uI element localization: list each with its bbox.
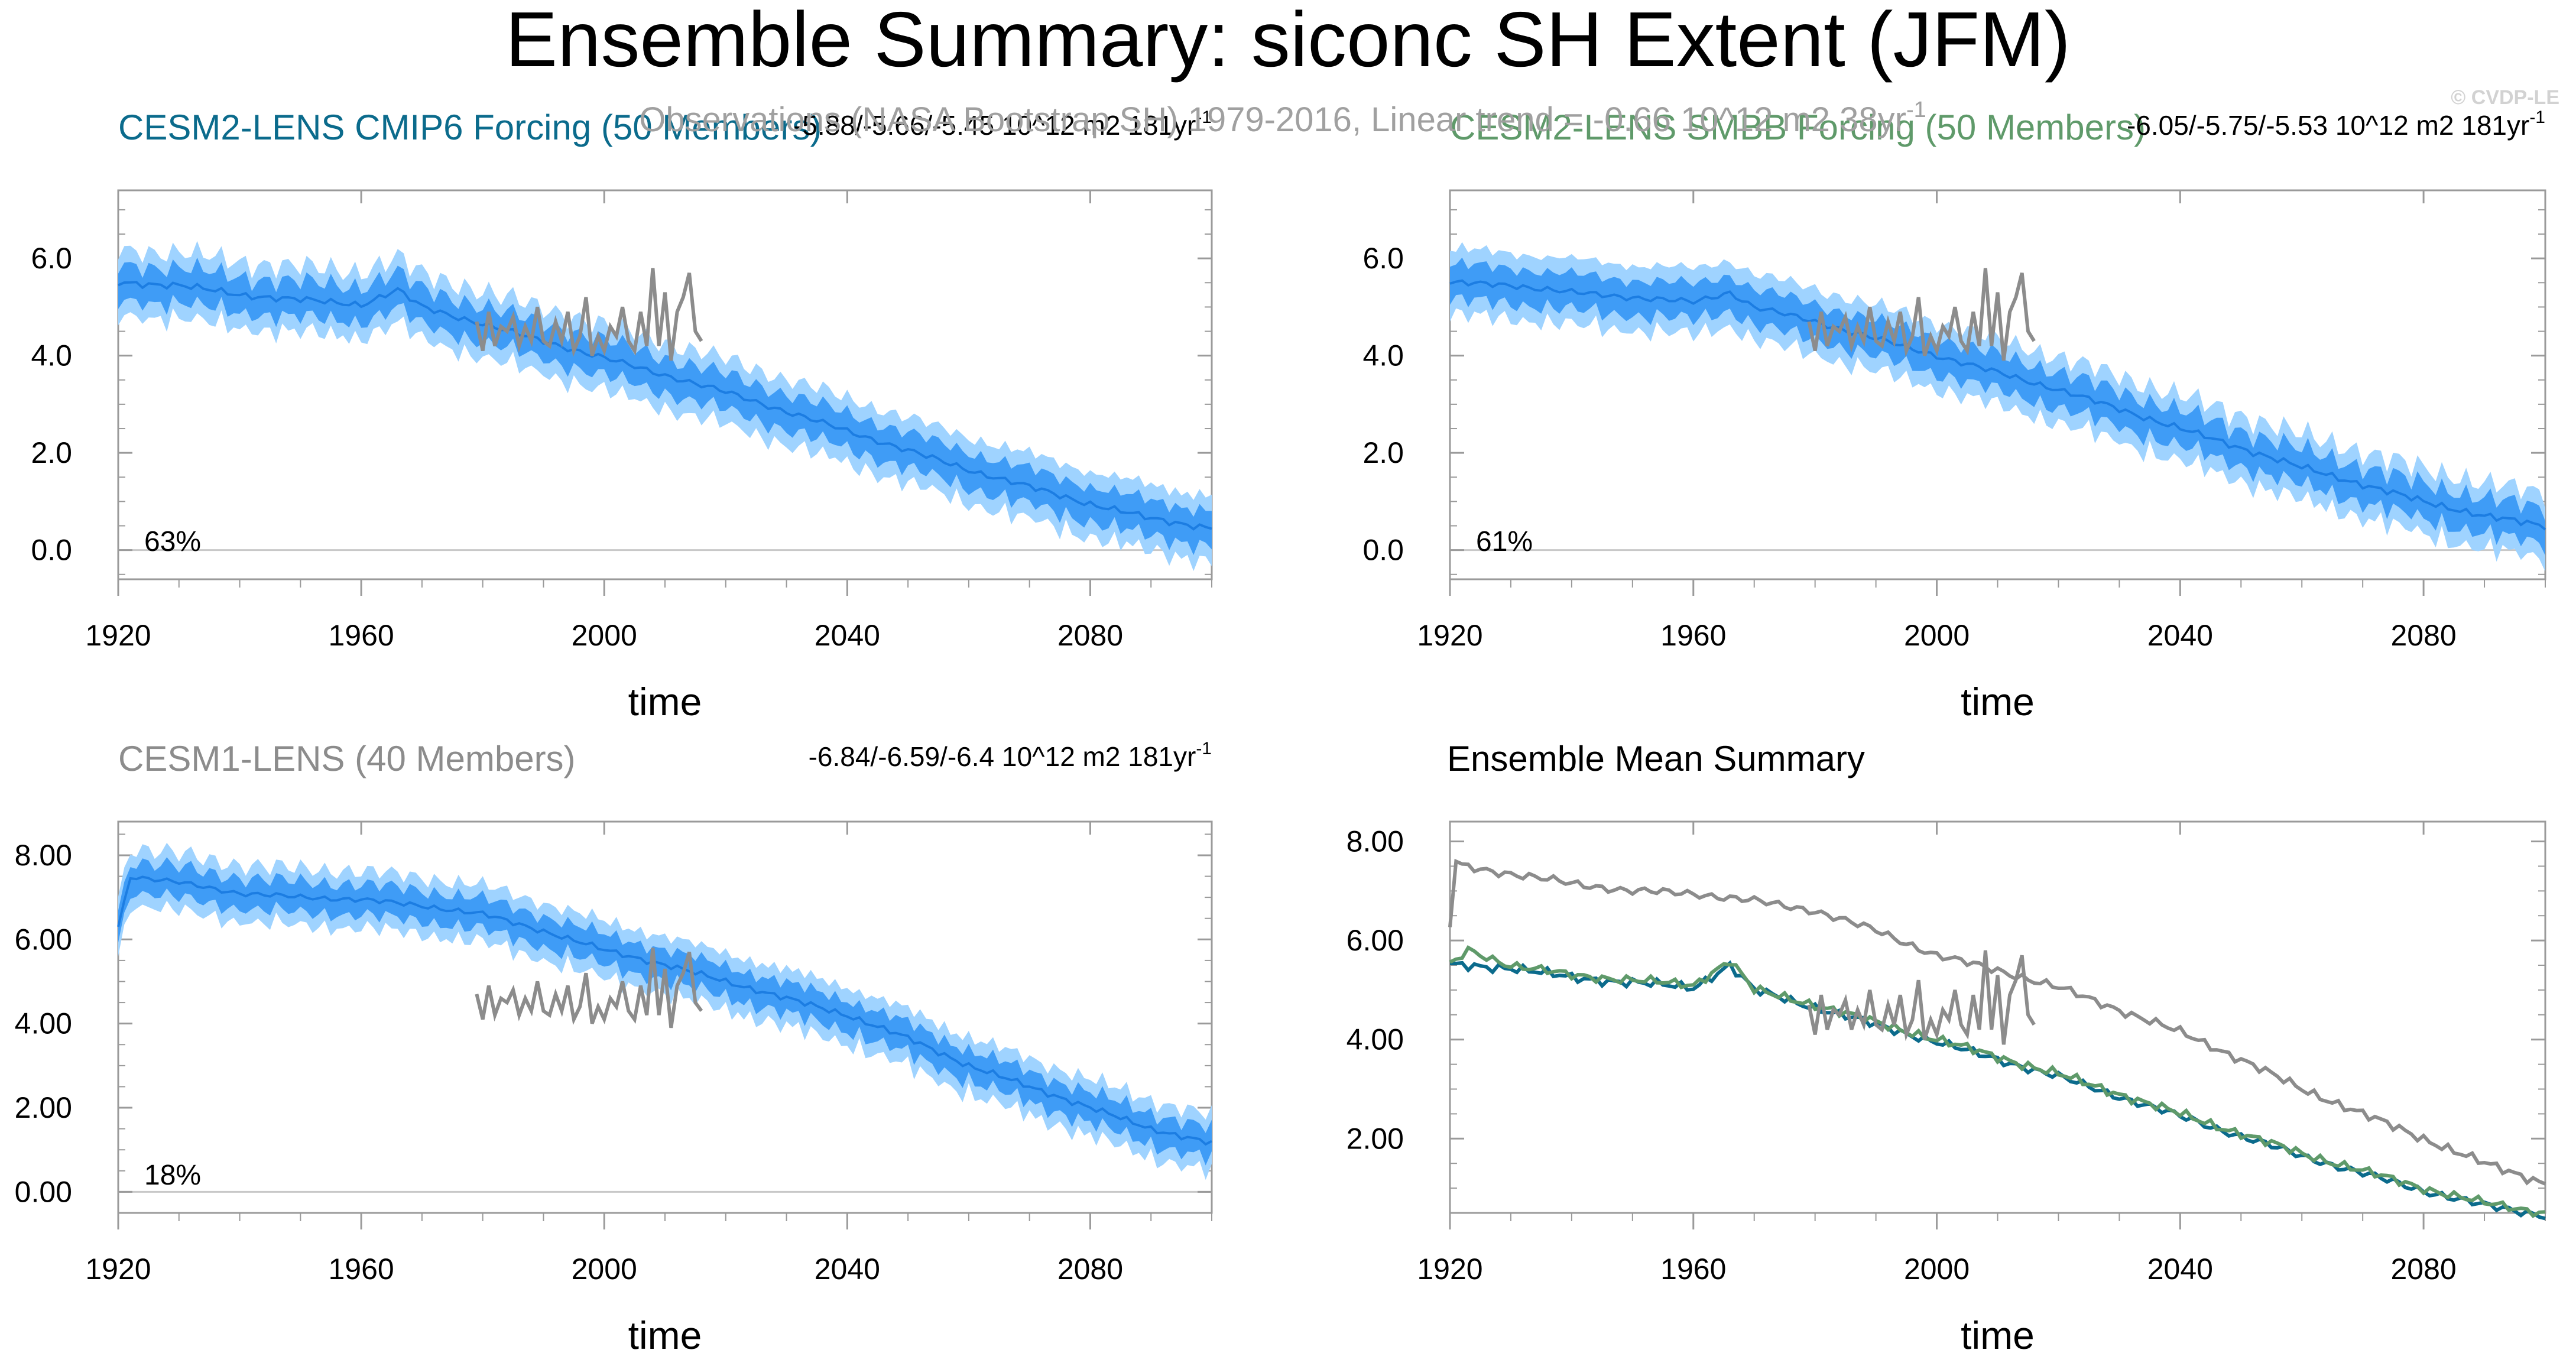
series-line-observations — [1807, 950, 2036, 1045]
panel-title: CESM2-LENS SMBB Forcing (50 Members) — [1450, 108, 2146, 147]
percent-label: 18% — [144, 1160, 201, 1191]
x-tick-label: 2040 — [815, 1253, 880, 1286]
x-axis-label: time — [1961, 680, 2035, 723]
y-tick-label: 6.00 — [15, 923, 72, 956]
x-tick-label: 2080 — [1057, 619, 1123, 652]
ensemble-outer-band — [1450, 242, 2545, 572]
panel-smbb: 0.0 2.0 4.0 6.0 1920 1960 2000 2040 2080 time CESM… — [1362, 108, 2546, 723]
ensemble-inner-band — [118, 857, 1212, 1166]
x-tick-label: 2000 — [572, 1253, 637, 1286]
trend-value: -6.05/-5.75/-5.53 10^12 m2 181yr — [2127, 110, 2529, 141]
x-tick-label: 1960 — [328, 1253, 394, 1286]
trend-label: -5.88/-5.66/-5.45 10^12 m2 181yr-1 — [793, 108, 1212, 141]
x-tick-label: 1920 — [1417, 619, 1482, 652]
ensemble-mean-line — [117, 875, 1212, 1146]
percent-label: 61% — [1476, 526, 1533, 557]
panel-summary: 2.00 4.00 6.00 8.00 1920 1960 2000 2040 2080 time… — [1347, 739, 2546, 1357]
y-tick-label: 8.00 — [1347, 825, 1404, 858]
observations-label: Observations (NASA Bootstrap SH) 1979-20… — [639, 98, 1926, 139]
panel-title: Ensemble Mean Summary — [1447, 739, 1865, 778]
x-tick-label: 1920 — [1417, 1253, 1482, 1286]
ensemble-mean-line — [1449, 279, 2546, 531]
ensemble-mean-line — [118, 281, 1212, 531]
panel-cmip6: 0.0 2.0 4.0 6.0 1920 1960 2000 2040 2080 time CESM… — [31, 108, 1213, 723]
x-axis-label: time — [628, 1313, 702, 1357]
x-tick-label: 2040 — [815, 619, 880, 652]
x-axis-label: time — [628, 680, 702, 723]
trend-exponent: -1 — [1196, 108, 1212, 127]
y-tick-label: 2.00 — [15, 1091, 72, 1124]
x-tick-label: 2000 — [1904, 1253, 1970, 1286]
y-tick-label: 0.0 — [31, 534, 72, 567]
trend-value: -6.84/-6.59/-6.4 10^12 m2 181yr — [809, 741, 1196, 772]
series-line-cesm2-lens-smbb-forcing — [1449, 945, 2546, 1218]
x-axis-label: time — [1961, 1313, 2035, 1357]
trend-label: -6.05/-5.75/-5.53 10^12 m2 181yr-1 — [2127, 108, 2545, 141]
observations-line — [475, 948, 703, 1028]
ensemble-inner-band — [1450, 257, 2545, 556]
x-tick-label: 1960 — [328, 619, 394, 652]
x-tick-label: 2080 — [2390, 1253, 2456, 1286]
x-tick-label: 1920 — [85, 619, 151, 652]
series-line-cesm1-lens — [1448, 858, 2546, 1186]
y-tick-label: 2.00 — [1347, 1122, 1404, 1155]
x-tick-label: 1960 — [1660, 619, 1726, 652]
x-tick-label: 2080 — [1057, 1253, 1123, 1286]
credit-watermark: © CVDP-LE — [2451, 86, 2559, 109]
y-tick-label: 4.00 — [15, 1007, 72, 1040]
trend-label: -6.84/-6.59/-6.4 10^12 m2 181yr-1 — [809, 739, 1212, 772]
panel-title: CESM2-LENS CMIP6 Forcing (50 Members) — [118, 108, 822, 147]
x-tick-label: 2000 — [572, 619, 637, 652]
y-tick-label: 4.00 — [1347, 1023, 1404, 1056]
panels: 0.0 2.0 4.0 6.0 1920 1960 2000 2040 2080 time CESM… — [15, 108, 2546, 1357]
trend-exponent: -1 — [1196, 739, 1212, 758]
y-tick-label: 6.0 — [1362, 242, 1404, 275]
trend-exponent: -1 — [2529, 108, 2545, 127]
x-tick-label: 2040 — [2147, 1253, 2213, 1286]
figure-title: Ensemble Summary: siconc SH Extent (JFM) — [505, 0, 2071, 83]
y-tick-label: 6.0 — [31, 242, 72, 275]
x-tick-label: 2080 — [2390, 619, 2456, 652]
y-tick-label: 0.0 — [1362, 534, 1404, 567]
y-tick-label: 0.00 — [15, 1175, 72, 1208]
ensemble-outer-band — [118, 842, 1212, 1180]
y-tick-label: 6.00 — [1347, 924, 1404, 957]
y-tick-label: 8.00 — [15, 839, 72, 872]
y-tick-label: 4.0 — [1362, 339, 1404, 372]
ensemble-inner-band — [118, 257, 1212, 555]
observations-line — [1807, 268, 2036, 361]
x-tick-label: 2000 — [1904, 619, 1970, 652]
y-tick-label: 4.0 — [31, 339, 72, 372]
y-tick-label: 2.0 — [31, 436, 72, 469]
percent-label: 63% — [144, 526, 201, 557]
x-tick-label: 1920 — [85, 1253, 151, 1286]
x-tick-label: 1960 — [1660, 1253, 1726, 1286]
trend-value: -5.88/-5.66/-5.45 10^12 m2 181yr — [793, 110, 1196, 141]
observations-line — [475, 268, 703, 361]
y-tick-label: 2.0 — [1362, 436, 1404, 469]
panel-cesm1: 0.00 2.00 4.00 6.00 8.00 1920 1960 2000 2040 2080… — [15, 739, 1213, 1357]
ensemble-outer-band — [118, 241, 1212, 572]
panel-title: CESM1-LENS (40 Members) — [118, 739, 576, 778]
x-tick-label: 2040 — [2147, 619, 2213, 652]
